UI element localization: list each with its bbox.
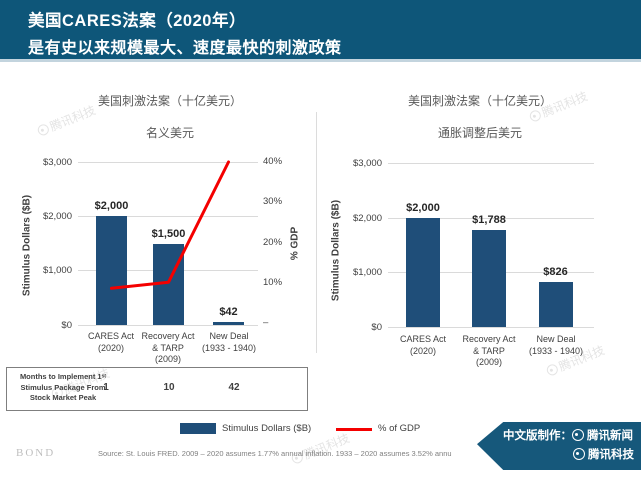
row-header-line: Months to Implement 1ˢᵗ bbox=[19, 372, 107, 381]
ribbon-prefix: 中文版制作： bbox=[503, 430, 572, 442]
table-cell: 1 bbox=[103, 382, 109, 393]
left-chart-subtitle: 名义美元 bbox=[145, 126, 194, 140]
left-y2-tick: 10% bbox=[263, 277, 283, 288]
title-line-1: 美国CARES法案（2020年） bbox=[28, 12, 246, 30]
right-y-tick: $1,000 bbox=[352, 267, 382, 278]
left-y-tick: $2,000 bbox=[42, 211, 72, 222]
left-y-axis-label: Stimulus Dollars ($B) bbox=[21, 194, 33, 297]
category-line: CARES Act bbox=[399, 334, 446, 344]
table-cell: 10 bbox=[163, 382, 175, 393]
bar-value-label: $2,000 bbox=[406, 202, 440, 214]
left-y-tick: $0 bbox=[61, 320, 72, 331]
bond-logo: BOND bbox=[16, 447, 56, 459]
category-line: Recovery Act bbox=[141, 331, 195, 341]
gridline bbox=[78, 325, 258, 326]
bar-recovery-nominal bbox=[153, 243, 184, 325]
legend-line-swatch bbox=[336, 428, 372, 431]
x-category-label: Recovery Act & TARP (2009) bbox=[133, 331, 203, 366]
x-category-label: CARES Act (2020) bbox=[388, 334, 458, 357]
category-line: (1933 - 1940) bbox=[528, 345, 584, 356]
category-line: (1933 - 1940) bbox=[201, 342, 257, 353]
category-line: (2009) bbox=[154, 354, 181, 364]
right-chart-title: 美国刺激法案（十亿美元） bbox=[407, 94, 552, 108]
tencent-tech-logo-icon bbox=[573, 447, 585, 460]
category-line: CARES Act bbox=[87, 331, 134, 341]
x-category-label: New Deal (1933 - 1940) bbox=[516, 334, 596, 357]
right-y-tick: $2,000 bbox=[352, 213, 382, 224]
tencent-news-label: 腾讯新闻 bbox=[587, 430, 633, 442]
bar-value-label: $826 bbox=[543, 265, 568, 278]
tencent-news-logo-icon bbox=[572, 428, 584, 441]
x-category-label: CARES Act (2020) bbox=[76, 331, 146, 354]
table-cell: 42 bbox=[228, 382, 240, 393]
ribbon-row-2: 腾讯科技 bbox=[477, 446, 641, 465]
gridline bbox=[78, 162, 258, 163]
gridline bbox=[388, 218, 594, 219]
left-y2-tick: – bbox=[263, 317, 269, 328]
category-line: (2009) bbox=[475, 357, 502, 367]
left-y-tick: $3,000 bbox=[42, 157, 72, 168]
bar-newdeal-adjusted bbox=[538, 281, 573, 327]
x-category-label: New Deal (1933 - 1940) bbox=[191, 331, 267, 354]
right-y-tick: $3,000 bbox=[352, 158, 382, 169]
table-row-header: Months to Implement 1ˢᵗ Stimulus Package… bbox=[13, 372, 113, 404]
tencent-logo-icon bbox=[528, 108, 543, 124]
left-y2-tick: 40% bbox=[263, 156, 283, 167]
bar-recovery-adjusted bbox=[472, 229, 506, 327]
tencent-tech-label: 腾讯科技 bbox=[588, 449, 634, 461]
bar-value-label: $42 bbox=[219, 306, 238, 318]
header-banner: 美国CARES法案（2020年） 是有史以来规模最大、速度最快的刺激政策 bbox=[0, 0, 641, 62]
panel-divider bbox=[316, 112, 317, 353]
bar-value-label: $1,788 bbox=[472, 213, 506, 226]
ribbon-row-1: 中文版制作： 腾讯新闻 bbox=[477, 427, 641, 446]
legend-bar-swatch bbox=[180, 423, 216, 434]
left-y2-tick: 20% bbox=[263, 237, 283, 248]
legend-line-label: % of GDP bbox=[378, 423, 421, 434]
legend-bar-label: Stimulus Dollars ($B) bbox=[222, 423, 312, 434]
gridline bbox=[388, 163, 594, 164]
left-y2-tick: 30% bbox=[263, 196, 283, 207]
category-line: Recovery Act bbox=[462, 334, 516, 344]
row-header-line: Stimulus Package From bbox=[20, 382, 106, 392]
category-line: & TARP bbox=[152, 342, 184, 353]
left-y-tick: $1,000 bbox=[42, 265, 72, 276]
category-line: New Deal bbox=[209, 331, 249, 341]
gridline bbox=[388, 327, 594, 328]
category-line: (2020) bbox=[97, 342, 124, 353]
source-note: Source: St. Louis FRED. 2009 – 2020 assu… bbox=[98, 449, 452, 458]
bar-value-label: $2,000 bbox=[94, 200, 129, 213]
bar-cares-adjusted bbox=[406, 218, 440, 327]
category-line: New Deal bbox=[536, 334, 576, 344]
bar-newdeal-nominal bbox=[213, 322, 244, 325]
right-y-tick: $0 bbox=[371, 322, 382, 333]
category-line: & TARP bbox=[473, 345, 505, 356]
credit-ribbon: 中文版制作： 腾讯新闻 腾讯科技 bbox=[477, 422, 641, 470]
months-to-implement-table: Months to Implement 1ˢᵗ Stimulus Package… bbox=[6, 367, 308, 411]
row-header-line: Stock Market Peak bbox=[29, 393, 97, 402]
left-chart-title: 美国刺激法案（十亿美元） bbox=[97, 94, 242, 108]
right-y-axis-label: Stimulus Dollars ($B) bbox=[330, 199, 342, 302]
category-line: (2020) bbox=[409, 345, 436, 356]
title-line-2: 是有史以来规模最大、速度最快的刺激政策 bbox=[28, 40, 342, 57]
tencent-logo-icon bbox=[545, 362, 560, 378]
bar-value-label: $1,500 bbox=[151, 227, 186, 240]
right-chart-subtitle: 通胀调整后美元 bbox=[437, 126, 522, 140]
bar-cares-nominal bbox=[96, 216, 127, 325]
x-category-label: Recovery Act & TARP (2009) bbox=[454, 334, 524, 369]
